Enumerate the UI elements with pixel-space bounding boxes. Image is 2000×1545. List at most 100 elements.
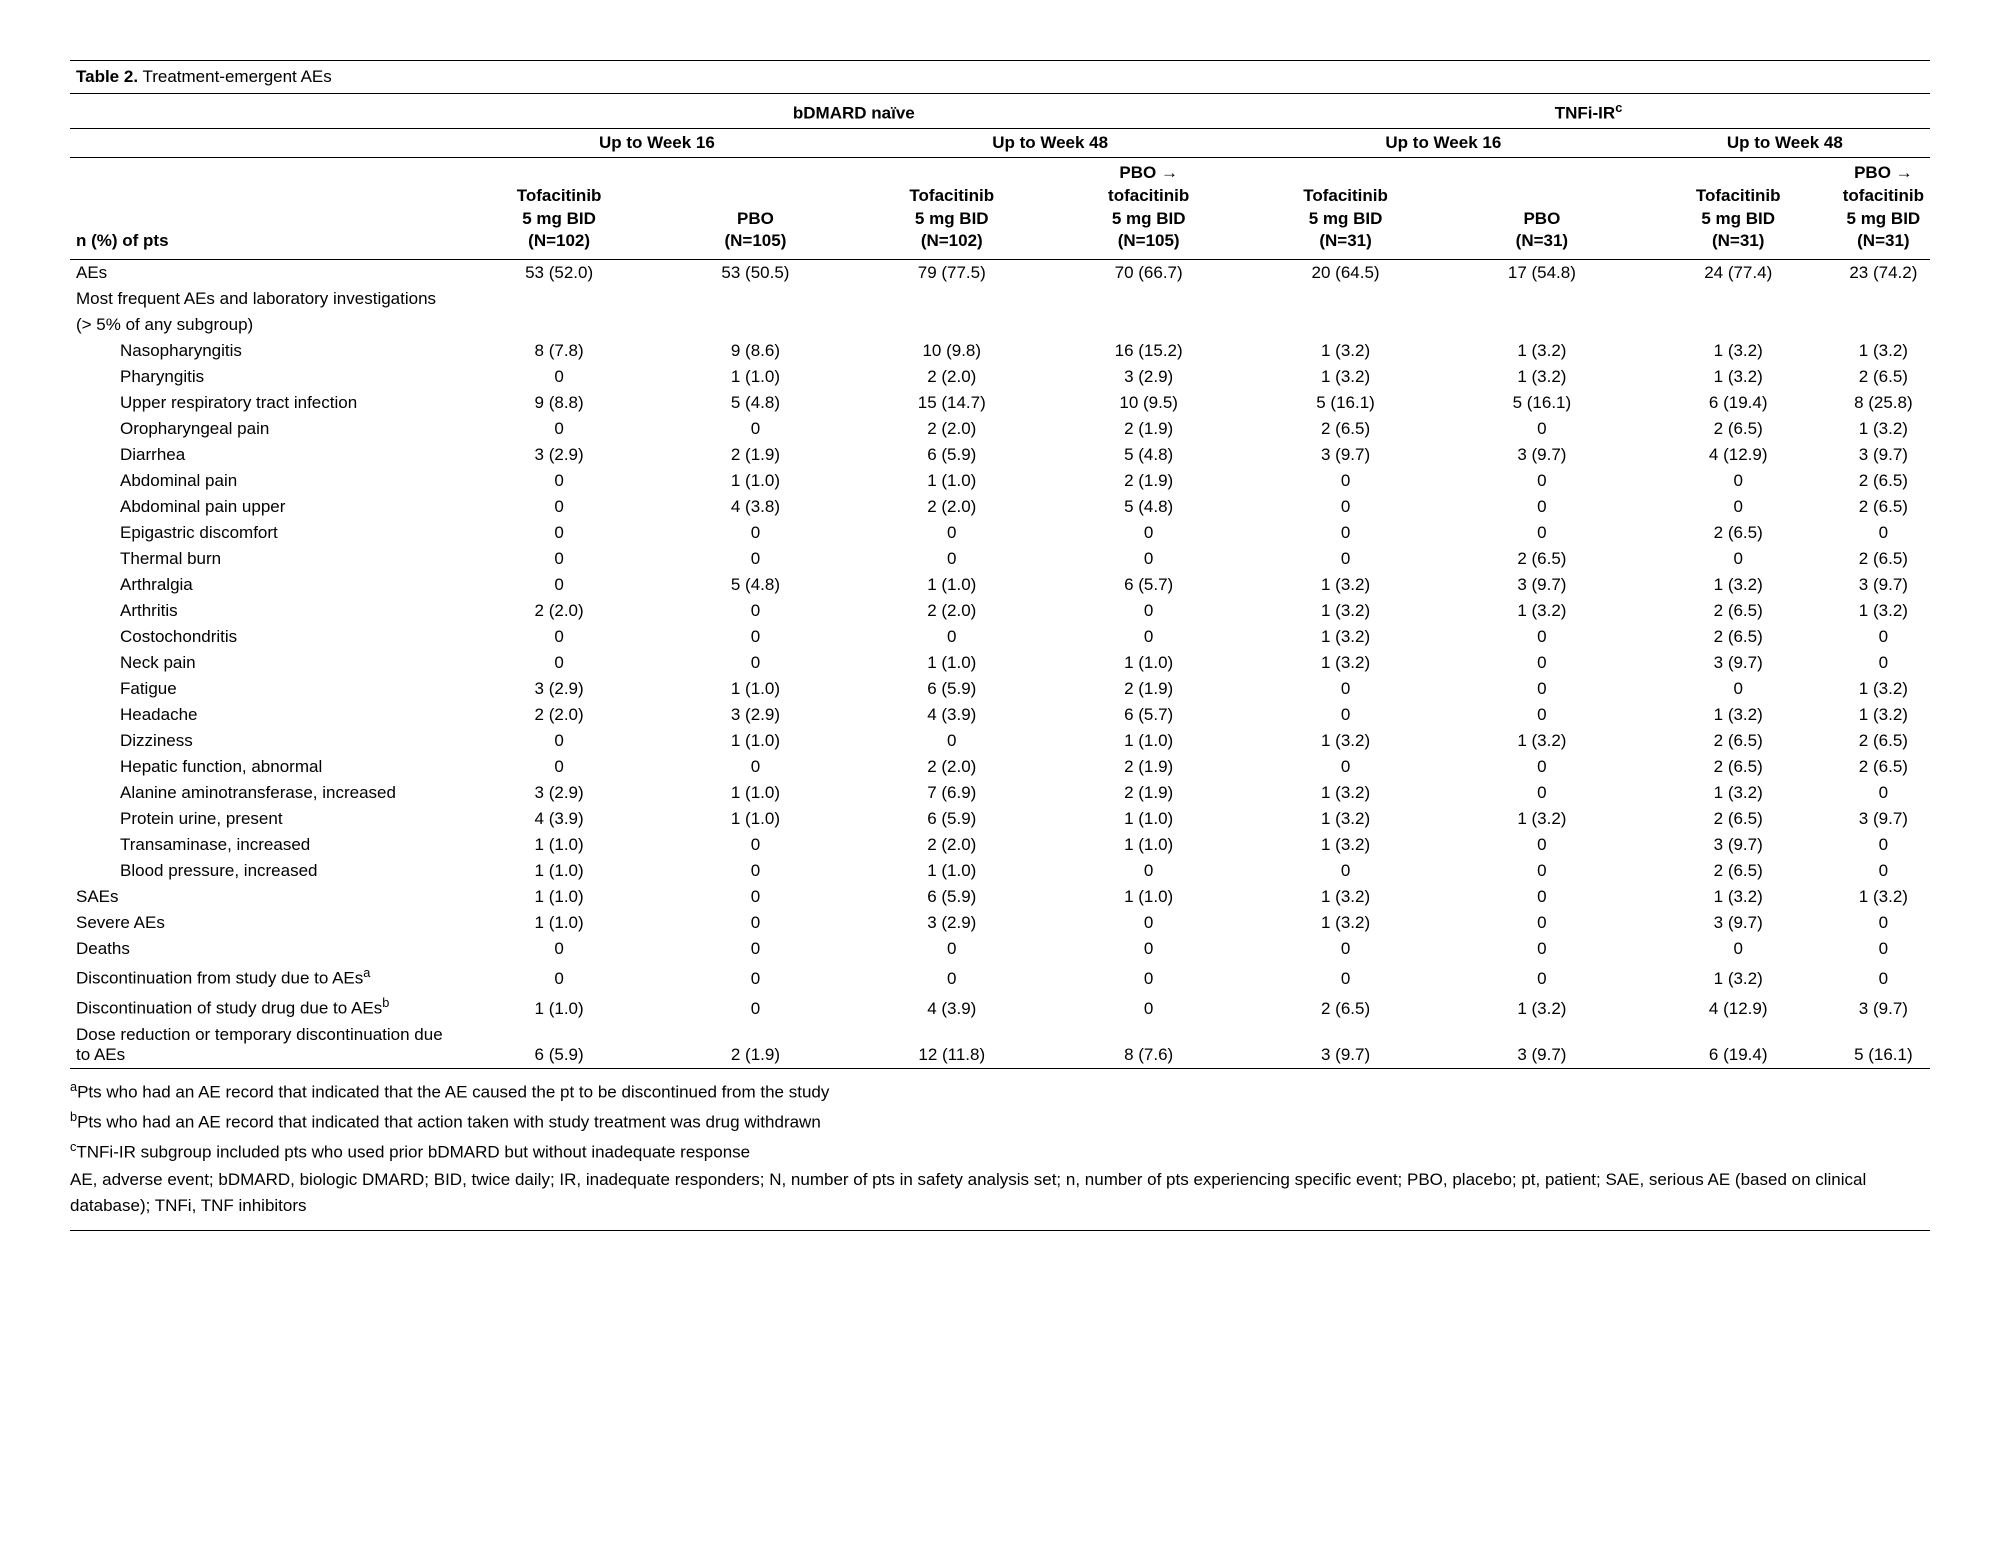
cell: 0 [1444,520,1640,546]
cell: 0 [461,468,658,494]
cell: 0 [1247,702,1444,728]
cell: 1 (3.2) [1837,416,1930,442]
cell: 1 (3.2) [1444,364,1640,390]
cell: 2 (6.5) [1837,728,1930,754]
cell: 1 (3.2) [1444,598,1640,624]
cell: 6 (5.7) [1050,702,1247,728]
week-16-b: Up to Week 16 [1247,128,1640,157]
cell: 1 (3.2) [1640,962,1837,992]
cell: 23 (74.2) [1837,260,1930,287]
cell: 2 (6.5) [1640,806,1837,832]
cell: 1 (1.0) [853,572,1050,598]
cell: 1 (3.2) [1247,728,1444,754]
cell: 1 (1.0) [1050,650,1247,676]
cell: 1 (1.0) [853,858,1050,884]
table-row: Deaths00000000 [70,936,1930,962]
footnotes: aPts who had an AE record that indicated… [70,1069,1930,1231]
cell: 1 (1.0) [658,728,854,754]
cell: 0 [461,754,658,780]
cell: 3 (9.7) [1247,442,1444,468]
cell: 1 (3.2) [1247,598,1444,624]
cell: 8 (25.8) [1837,390,1930,416]
cell: 2 (2.0) [853,494,1050,520]
cell: 2 (6.5) [1837,754,1930,780]
cell: 3 (2.9) [461,676,658,702]
cell: 0 [1050,910,1247,936]
group-tnfi: TNFi-IRc [1247,94,1930,129]
row-label: Costochondritis [70,624,461,650]
week-16-a: Up to Week 16 [461,128,854,157]
cell: 0 [1837,936,1930,962]
cell: 4 (3.9) [853,992,1050,1022]
cell: 0 [1247,520,1444,546]
cell: 1 (3.2) [1444,338,1640,364]
cell: 1 (1.0) [1050,832,1247,858]
cell: 1 (3.2) [1247,624,1444,650]
cell: 6 (5.9) [853,806,1050,832]
cell: 1 (3.2) [1640,780,1837,806]
table-row: Nasopharyngitis8 (7.8)9 (8.6)10 (9.8)16 … [70,338,1930,364]
cell: 53 (50.5) [658,260,854,287]
cell: 1 (1.0) [461,910,658,936]
cell: 0 [1247,962,1444,992]
cell: 0 [1444,650,1640,676]
cell: 3 (9.7) [1640,832,1837,858]
cell: 1 (3.2) [1837,676,1930,702]
table-row: Dose reduction or temporary discontinuat… [70,1022,1930,1069]
cell: 79 (77.5) [853,260,1050,287]
cell: 3 (2.9) [1050,364,1247,390]
cell: 0 [461,936,658,962]
cell: 3 (9.7) [1444,1022,1640,1069]
cell: 5 (4.8) [1050,494,1247,520]
cell: 0 [658,992,854,1022]
cell: 1 (3.2) [1444,806,1640,832]
cell: 3 (2.9) [461,780,658,806]
cell: 0 [1444,624,1640,650]
cell: 0 [1837,520,1930,546]
row-label: Blood pressure, increased [70,858,461,884]
table-row: Abdominal pain upper04 (3.8)2 (2.0)5 (4.… [70,494,1930,520]
cell: 5 (16.1) [1247,390,1444,416]
cell: 0 [853,520,1050,546]
cell: 0 [461,520,658,546]
section-row: (> 5% of any subgroup) [70,312,1930,338]
cell: 0 [1837,832,1930,858]
cell: 0 [658,546,854,572]
cell: 0 [1050,962,1247,992]
cell: 0 [1640,546,1837,572]
table-row: Hepatic function, abnormal002 (2.0)2 (1.… [70,754,1930,780]
row-label: Epigastric discomfort [70,520,461,546]
cell: 0 [1444,702,1640,728]
row-label: AEs [70,260,461,287]
cell: 12 (11.8) [853,1022,1050,1069]
cell: 2 (2.0) [853,416,1050,442]
cell: 2 (2.0) [461,598,658,624]
cell: 0 [1444,780,1640,806]
cell: 1 (1.0) [1050,884,1247,910]
col-header-row: n (%) of pts Tofacitinib5 mg BID(N=102)P… [70,157,1930,260]
cell: 0 [461,728,658,754]
cell: 8 (7.6) [1050,1022,1247,1069]
cell: 2 (6.5) [1444,546,1640,572]
cell: 1 (1.0) [658,780,854,806]
cell: 2 (1.9) [1050,468,1247,494]
row-label: Alanine aminotransferase, increased [70,780,461,806]
table-row: Alanine aminotransferase, increased3 (2.… [70,780,1930,806]
cell: 0 [1837,780,1930,806]
section-label: (> 5% of any subgroup) [70,312,1930,338]
cell: 1 (1.0) [853,468,1050,494]
cell: 3 (9.7) [1837,442,1930,468]
cell: 0 [1444,754,1640,780]
cell: 53 (52.0) [461,260,658,287]
cell: 0 [658,832,854,858]
cell: 0 [1444,494,1640,520]
cell: 1 (3.2) [1640,702,1837,728]
table-row: Headache2 (2.0)3 (2.9)4 (3.9)6 (5.7)001 … [70,702,1930,728]
cell: 1 (1.0) [658,806,854,832]
row-label: Abdominal pain upper [70,494,461,520]
table-row: Severe AEs1 (1.0)03 (2.9)01 (3.2)03 (9.7… [70,910,1930,936]
cell: 2 (6.5) [1247,416,1444,442]
table-row: Arthralgia05 (4.8)1 (1.0)6 (5.7)1 (3.2)3… [70,572,1930,598]
cell: 3 (9.7) [1444,442,1640,468]
cell: 0 [1050,858,1247,884]
